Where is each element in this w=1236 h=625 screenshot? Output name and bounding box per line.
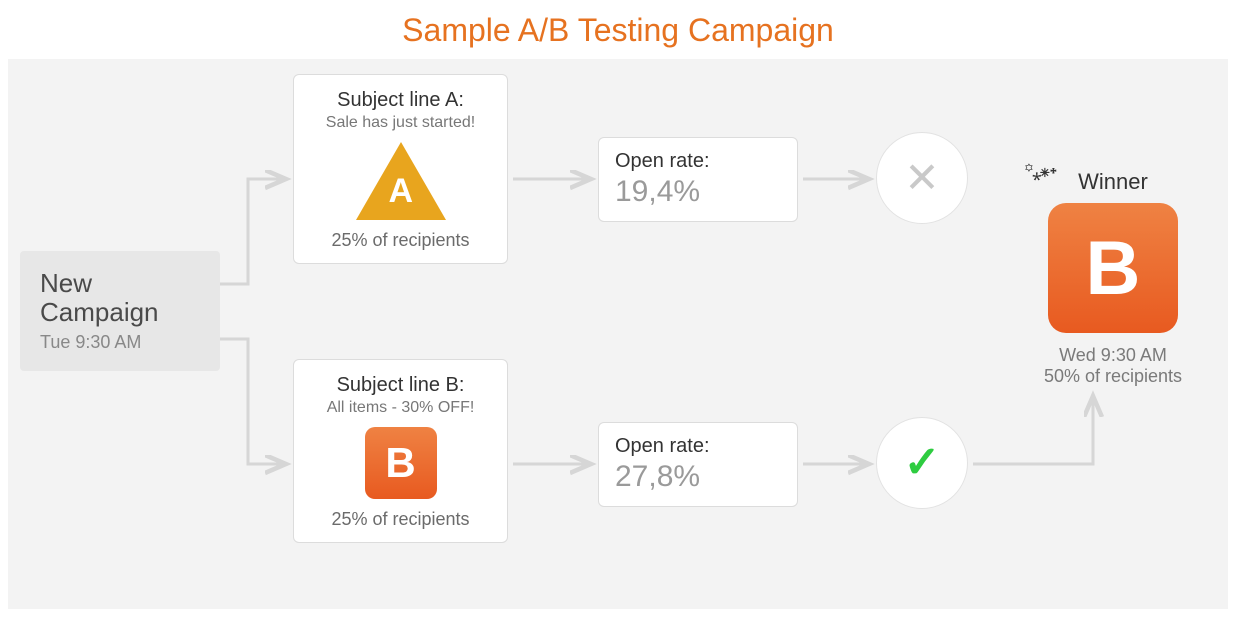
variant-b-recipients: 25% of recipients	[308, 509, 493, 530]
diagram-canvas: New Campaign Tue 9:30 AM Subject line A:…	[8, 59, 1228, 609]
campaign-title-line2: Campaign	[40, 297, 159, 327]
open-rate-a-value: 19,4%	[615, 175, 781, 209]
winner-block: ꙳⁎⁕᛭ Winner B Wed 9:30 AM 50% of recipie…	[1018, 169, 1208, 387]
result-b-circle: ✓	[876, 417, 968, 509]
variant-b-card: Subject line B: All items - 30% OFF! B 2…	[293, 359, 508, 543]
check-icon: ✓	[904, 441, 941, 485]
variant-b-text: All items - 30% OFF!	[308, 399, 493, 417]
winner-recipients: 50% of recipients	[1018, 366, 1208, 387]
square-b-icon: B	[365, 427, 437, 499]
winner-time: Wed 9:30 AM	[1018, 345, 1208, 366]
page-title: Sample A/B Testing Campaign	[0, 0, 1236, 59]
variant-b-title: Subject line B:	[308, 374, 493, 397]
new-campaign-box: New Campaign Tue 9:30 AM	[20, 251, 220, 371]
winner-label-text: Winner	[1078, 169, 1148, 194]
campaign-title-line1: New	[40, 268, 92, 298]
variant-a-recipients: 25% of recipients	[308, 230, 493, 251]
open-rate-a-card: Open rate: 19,4%	[598, 137, 798, 222]
winner-label: ꙳⁎⁕᛭ Winner	[1018, 169, 1208, 195]
campaign-time: Tue 9:30 AM	[40, 332, 200, 353]
result-a-circle: ✕	[876, 132, 968, 224]
variant-a-letter: A	[389, 172, 414, 211]
confetti-icon: ꙳⁎⁕᛭	[1024, 159, 1057, 183]
x-icon: ✕	[904, 157, 939, 199]
open-rate-b-value: 27,8%	[615, 460, 781, 494]
open-rate-b-label: Open rate:	[615, 435, 781, 458]
open-rate-a-label: Open rate:	[615, 150, 781, 173]
open-rate-b-card: Open rate: 27,8%	[598, 422, 798, 507]
winner-square-icon: B	[1048, 203, 1178, 333]
triangle-a-icon: A	[356, 142, 446, 220]
variant-a-text: Sale has just started!	[308, 114, 493, 132]
campaign-title: New Campaign	[40, 269, 200, 326]
winner-letter: B	[1086, 225, 1141, 312]
variant-b-letter: B	[385, 439, 415, 487]
variant-a-card: Subject line A: Sale has just started! A…	[293, 74, 508, 264]
variant-a-title: Subject line A:	[308, 89, 493, 112]
